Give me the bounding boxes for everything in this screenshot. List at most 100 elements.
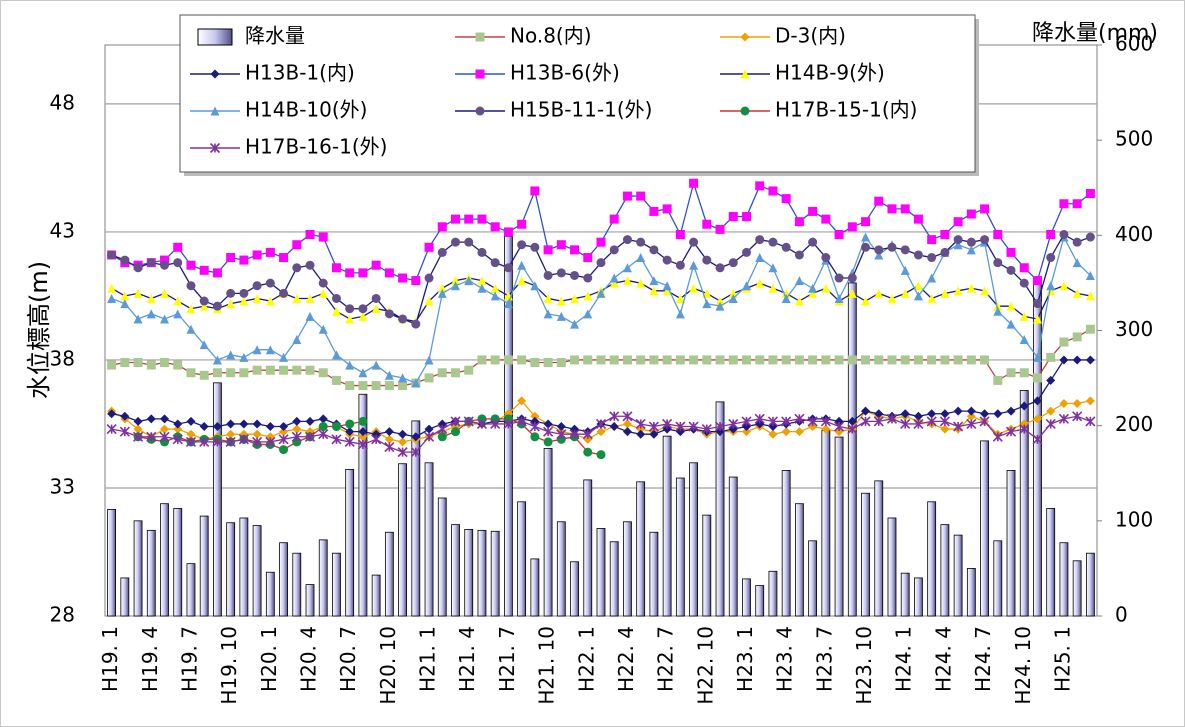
point — [715, 301, 725, 311]
bar — [107, 509, 117, 617]
y2-tick-label: 300 — [1115, 317, 1153, 341]
y-tick-label: 33 — [50, 474, 75, 498]
point — [1045, 418, 1056, 430]
point — [543, 419, 553, 429]
point — [477, 276, 487, 286]
point — [318, 422, 328, 432]
point — [1046, 281, 1056, 291]
point — [715, 263, 725, 273]
point — [265, 247, 275, 257]
point — [900, 288, 910, 298]
bar — [265, 571, 275, 617]
bar — [332, 552, 341, 617]
point — [238, 434, 249, 445]
point — [768, 237, 778, 247]
point — [781, 194, 791, 204]
point — [133, 288, 143, 298]
legend-label: H13B-1(内) — [245, 61, 355, 85]
point — [225, 436, 236, 447]
point — [861, 217, 871, 227]
point — [794, 217, 804, 227]
point — [569, 429, 580, 440]
point — [1032, 414, 1042, 424]
point — [940, 288, 950, 298]
point — [358, 432, 368, 442]
point — [146, 293, 156, 303]
point — [279, 422, 289, 432]
point — [741, 427, 751, 437]
point — [371, 304, 381, 314]
point — [305, 260, 315, 270]
point — [966, 406, 976, 416]
point — [476, 418, 488, 430]
point — [913, 291, 923, 301]
point — [953, 406, 963, 416]
point — [120, 411, 130, 421]
point — [146, 360, 156, 370]
point — [636, 429, 646, 439]
x-tick-label: H21. 7 — [495, 626, 519, 692]
point — [1032, 276, 1042, 286]
point — [160, 260, 170, 270]
point — [384, 268, 394, 278]
bar — [808, 540, 818, 617]
bar — [292, 552, 302, 617]
point — [186, 281, 196, 291]
point — [873, 416, 884, 427]
point — [847, 288, 857, 298]
bar — [675, 477, 685, 617]
point — [160, 414, 170, 424]
point — [371, 360, 381, 370]
point — [160, 424, 170, 434]
y2-axis-title: 降水量(mm) — [1032, 21, 1158, 46]
point — [993, 258, 1003, 268]
point — [820, 416, 831, 427]
point — [107, 409, 117, 419]
point — [199, 296, 209, 306]
point — [1046, 286, 1056, 296]
point — [318, 368, 328, 378]
point — [980, 409, 990, 419]
point — [741, 355, 751, 365]
point — [1046, 253, 1056, 263]
point — [648, 421, 659, 432]
point — [609, 411, 620, 422]
point — [437, 247, 447, 257]
bar — [861, 492, 870, 617]
point — [490, 283, 500, 293]
point — [1019, 278, 1029, 288]
point — [636, 253, 646, 263]
bar — [371, 574, 381, 617]
point — [887, 355, 897, 365]
point — [953, 421, 964, 432]
point — [252, 365, 262, 375]
point — [900, 409, 910, 419]
point — [437, 222, 447, 232]
point — [530, 281, 540, 291]
point — [689, 283, 699, 293]
line-series — [107, 229, 1095, 329]
x-tick-label: H22. 10 — [693, 626, 717, 705]
y-tick-label: 43 — [50, 218, 75, 242]
point — [715, 224, 725, 234]
point — [265, 365, 275, 375]
x-tick-label: H23. 1 — [733, 626, 757, 692]
point — [477, 355, 487, 365]
point — [424, 373, 434, 383]
point — [662, 281, 672, 291]
point — [662, 355, 672, 365]
bar — [451, 524, 460, 617]
point — [609, 245, 619, 255]
point — [173, 296, 183, 306]
point — [1085, 291, 1095, 301]
bar — [543, 448, 553, 617]
point — [940, 247, 950, 257]
point — [265, 345, 275, 355]
bar — [609, 541, 619, 617]
point — [318, 414, 328, 424]
point — [993, 375, 1003, 385]
bar — [834, 436, 844, 617]
legend-marker — [210, 106, 220, 116]
point — [583, 253, 593, 263]
point — [279, 445, 289, 455]
